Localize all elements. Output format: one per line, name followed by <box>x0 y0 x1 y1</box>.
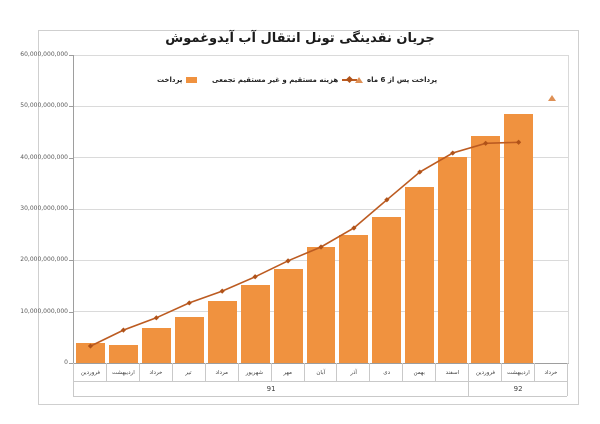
x-axis-label: اردیبهشت <box>111 368 135 376</box>
payment-bar <box>174 316 204 363</box>
line-point-marker <box>483 140 489 146</box>
y-axis-tick <box>69 157 73 159</box>
triangle-marker-icon <box>355 77 363 83</box>
line-path <box>90 141 519 347</box>
legend-label-payment: پرداخت <box>157 76 183 84</box>
line-point-marker <box>384 197 390 203</box>
x-axis-label: خرداد <box>149 368 163 376</box>
x-axis-label: مرداد <box>215 368 228 376</box>
x-axis-label: اردیبهشت <box>506 368 530 376</box>
line-point-marker <box>351 225 357 231</box>
x-axis-label: خرداد <box>544 368 558 376</box>
x-axis-month-cell: مرداد <box>204 363 238 381</box>
line-point-marker <box>219 288 225 294</box>
year-group-cell: 91 <box>73 381 468 396</box>
x-axis-label: دی <box>382 368 390 376</box>
payment-bar <box>108 344 138 363</box>
y-axis-tick <box>69 209 73 210</box>
year-group-cell: 92 <box>468 381 567 396</box>
year-row-right-border <box>567 381 568 396</box>
chart-title: جریان نقدینگی تونل انتقال آب آیدوغموش <box>165 31 435 46</box>
x-axis-month-cell: بهمن <box>402 363 435 381</box>
year-group-label: 92 <box>513 384 523 393</box>
legend-item-payment: پرداخت <box>157 73 198 87</box>
y-axis-tick <box>69 55 73 56</box>
x-axis-label: مهر <box>283 368 292 376</box>
payment-bar <box>207 300 237 363</box>
x-axis-month-cell: شهریور <box>237 363 271 381</box>
x-axis-month-cell: فروردین <box>468 363 501 381</box>
legend-item-payment-after-6-months: پرداخت پس از 6 ماه <box>355 73 437 87</box>
cumulative-cost-line <box>87 139 522 349</box>
payment-bar <box>405 187 435 363</box>
y-axis-tick <box>69 363 73 364</box>
line-series-swatch <box>342 75 358 84</box>
x-axis-right-border <box>567 363 568 381</box>
y-axis-label: 40,000,000,000 <box>20 153 68 161</box>
x-axis-month-cell: اسفند <box>435 363 468 381</box>
line-point-marker <box>516 139 522 145</box>
x-axis-month-cell: آبان <box>303 363 337 381</box>
x-axis-month-cell: اردیبهشت <box>105 363 139 381</box>
x-axis-label: فروردین <box>80 368 100 376</box>
payment-bar <box>471 136 501 363</box>
payment-bar <box>438 157 468 363</box>
line-point-marker <box>186 300 192 306</box>
x-axis-label: اسفند <box>445 368 459 376</box>
y-axis-tick <box>69 311 73 313</box>
legend-label-payment-after-6-months: پرداخت پس از 6 ماه <box>367 76 438 84</box>
plot-area <box>73 54 569 364</box>
y-axis-tick <box>69 260 73 262</box>
x-axis-label: آبان <box>316 368 325 376</box>
payment-bar <box>306 246 336 363</box>
y-axis-label: 10,000,000,000 <box>20 307 68 315</box>
y-gridline <box>74 105 568 107</box>
line-point-marker <box>318 244 324 250</box>
line-point-marker <box>417 169 423 175</box>
x-axis-month-cell: دی <box>369 363 402 381</box>
line-point-marker <box>252 274 258 280</box>
year-row-bottom-line <box>73 396 567 397</box>
x-axis-month-cell: خرداد <box>138 363 172 381</box>
year-group-label: 91 <box>266 384 276 393</box>
y-axis-label: 60,000,000,000 <box>20 51 68 58</box>
x-axis-label: فروردین <box>475 368 495 376</box>
y-gridline <box>74 208 568 210</box>
y-axis-tick <box>69 106 73 108</box>
payment-bar <box>504 113 534 363</box>
y-gridline <box>74 54 568 56</box>
x-axis-label: آذر <box>350 368 357 376</box>
line-point-marker <box>87 343 94 349</box>
payment-bar <box>76 342 105 363</box>
payment-bar <box>273 269 303 363</box>
y-gridline <box>74 157 568 159</box>
payment-bar <box>141 328 171 363</box>
line-point-marker <box>153 315 159 321</box>
payment-bar <box>372 216 402 363</box>
x-axis-month-cell: آذر <box>336 363 369 381</box>
legend-item-cumulative-cost: هزینه مستقیم و غیر مستقیم تجمعی <box>212 73 358 87</box>
x-axis-month-cell: مهر <box>270 363 304 381</box>
y-axis-label: 50,000,000,000 <box>20 102 68 110</box>
payment-bar <box>240 284 270 363</box>
scatter-point-triangle <box>547 94 556 101</box>
x-axis-label: تیر <box>185 368 192 376</box>
month-row-bottom-line <box>73 381 567 382</box>
bar-series-swatch <box>186 77 198 83</box>
x-axis-month-cell: خرداد <box>534 363 567 381</box>
x-axis-label: بهمن <box>413 368 426 376</box>
line-point-marker <box>450 150 456 156</box>
x-axis-label: شهریور <box>245 368 264 376</box>
x-axis-month-cell: اردیبهشت <box>501 363 534 381</box>
line-point-marker <box>120 327 126 333</box>
x-axis-month-cell: تیر <box>171 363 205 381</box>
y-axis-label: 20,000,000,000 <box>20 256 68 264</box>
legend-label-cumulative-cost: هزینه مستقیم و غیر مستقیم تجمعی <box>212 76 339 84</box>
y-axis-label: 30,000,000,000 <box>20 205 68 212</box>
payment-bar <box>339 234 369 363</box>
line-point-marker <box>285 258 291 264</box>
y-axis-label: 0 <box>64 359 68 366</box>
x-axis-month-cell: فروردین <box>73 363 106 381</box>
